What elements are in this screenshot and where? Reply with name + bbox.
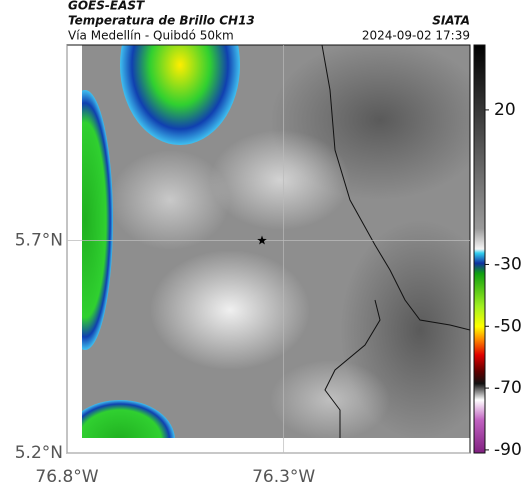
colorbar-tick-label: -70 [494, 378, 522, 398]
x-tick-label: 76.3°W [252, 467, 315, 487]
y-tick-label: 5.7°N [15, 231, 63, 251]
colorbar-tick-label: -30 [494, 254, 522, 274]
source: GOES-EAST [68, 0, 145, 13]
location-marker [257, 235, 267, 245]
timestamp: 2024-09-02 17:39 [362, 29, 470, 43]
colorbar-tick-label: -90 [494, 440, 522, 460]
colorbar-tick-label: 20 [494, 100, 516, 120]
colorbar-tick-label: -50 [494, 316, 522, 336]
y-tick-label: 5.2°N [15, 443, 63, 463]
route: Vía Medellín - Quibdó 50km [68, 29, 234, 43]
product: Temperatura de Brillo CH13 [68, 14, 255, 28]
agency: SIATA [432, 14, 470, 28]
x-tick-label: 76.8°W [35, 467, 98, 487]
colorbar [473, 44, 486, 454]
satellite-image [82, 45, 470, 438]
